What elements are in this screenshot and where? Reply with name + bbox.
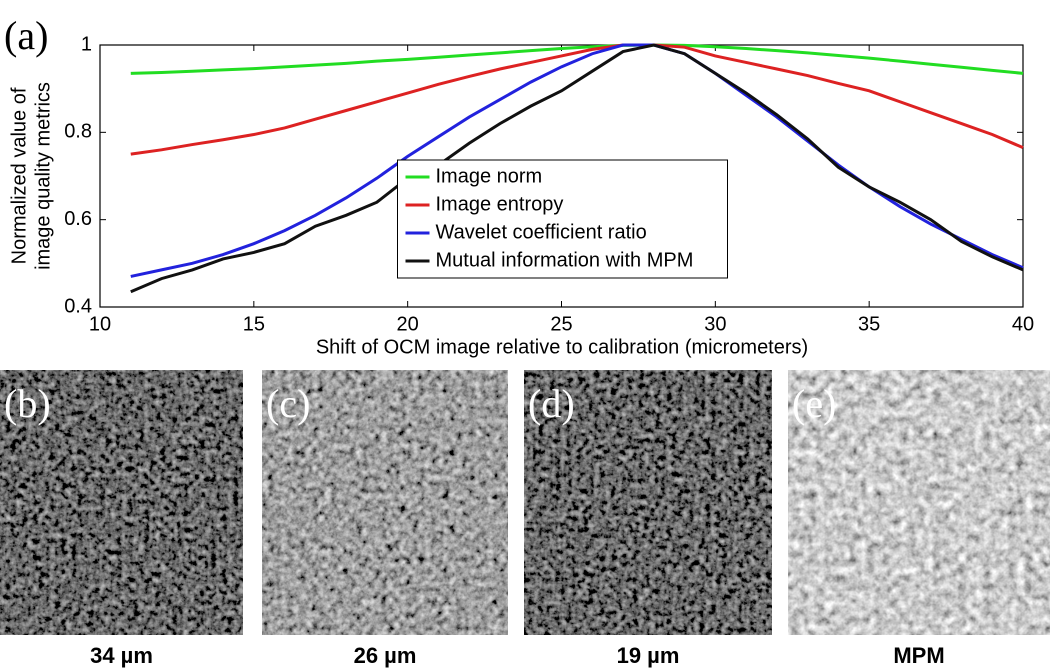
- legend-box: [397, 159, 728, 279]
- image-texture: [788, 370, 1050, 635]
- y-axis-label: image quality metrics: [32, 82, 54, 270]
- x-tick-label: 25: [550, 313, 572, 335]
- image-texture: [524, 370, 772, 635]
- legend-label: Image entropy: [436, 193, 564, 215]
- x-tick-label: 30: [704, 313, 726, 335]
- x-tick-label: 35: [858, 313, 880, 335]
- x-tick-label: 20: [397, 313, 419, 335]
- x-tick-label: 10: [89, 313, 111, 335]
- series-line: [130, 43, 1024, 156]
- y-tick-label: 1: [81, 33, 92, 55]
- y-axis-label: Normalized value of: [8, 87, 30, 264]
- panel-label: (c): [266, 381, 310, 426]
- panel-caption: 34 µm: [90, 643, 153, 668]
- x-tick-label: 40: [1012, 313, 1034, 335]
- legend-label: Image norm: [436, 165, 543, 187]
- legend-label: Wavelet coefficient ratio: [436, 221, 647, 243]
- legend-label: Mutual information with MPM: [436, 249, 694, 271]
- image-texture: [0, 370, 243, 635]
- legend: Image norm Image entropy Wavelet coefficie…: [397, 159, 728, 279]
- y-tick-label: 0.4: [64, 295, 92, 317]
- series-line: [130, 43, 1024, 75]
- x-axis-label: Shift of OCM image relative to calibrati…: [316, 336, 808, 358]
- series-line: [130, 43, 1024, 294]
- panel-caption: 19 µm: [617, 643, 680, 668]
- panel-label: (d): [528, 381, 575, 426]
- panel-label: (e): [792, 381, 836, 426]
- y-tick-label: 0.8: [64, 121, 92, 143]
- y-tick-label: 0.6: [64, 208, 92, 230]
- x-tick-label: 15: [243, 313, 265, 335]
- panel-caption: MPM: [893, 643, 944, 668]
- image-panels: (b) 34 µm (c) 26 µm (d) 19 µm (e) MPM: [0, 370, 1050, 668]
- image-texture: [262, 370, 508, 635]
- panel-label: (b): [4, 381, 51, 426]
- plot: 10 15 20 25 30 35 40 0.4 0.6 0.8 1: [64, 33, 1034, 335]
- panel-label: (a): [4, 13, 48, 58]
- panel-caption: 26 µm: [354, 643, 417, 668]
